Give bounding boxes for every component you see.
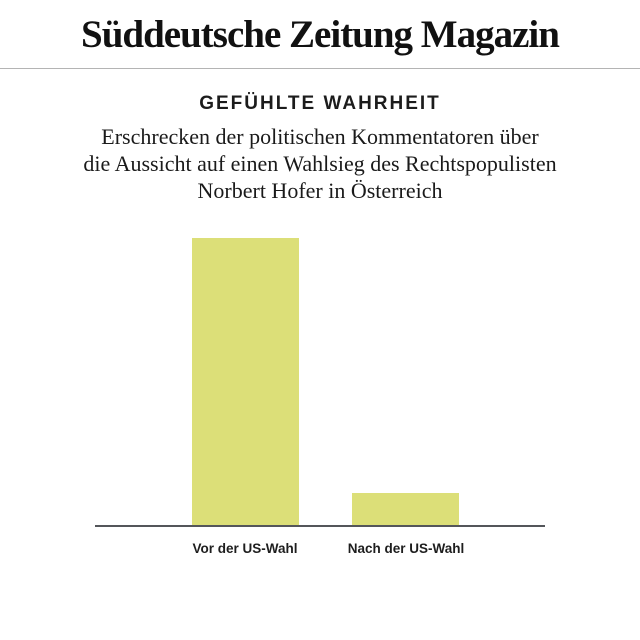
bar-vor-der-us-wahl [192,238,299,525]
chart-subtitle-line-2: die Aussicht auf einen Wahlsieg des Rech… [83,151,557,176]
chart-subtitle-line-1: Erschrecken der politischen Kommentatore… [101,124,539,149]
chart-subtitle-line-3: Norbert Hofer in Österreich [197,178,443,203]
chart-header: GEFÜHLTE WAHRHEIT Erschrecken der politi… [0,93,640,204]
plot-area [95,238,545,527]
chart-title: GEFÜHLTE WAHRHEIT [199,93,441,114]
x-axis-baseline [95,525,545,527]
bar-chart: Vor der US-Wahl Nach der US-Wahl [95,238,545,560]
bar-nach-der-us-wahl [352,493,459,525]
chart-subtitle: Erschrecken der politischen Kommentatore… [0,123,640,204]
masthead-logo: Süddeutsche Zeitung Magazin [81,13,560,56]
x-axis-label-vor-der-us-wahl: Vor der US-Wahl [192,541,298,556]
header-divider [0,68,640,69]
x-axis-label-nach-der-us-wahl: Nach der US-Wahl [347,541,465,556]
x-axis-labels: Vor der US-Wahl Nach der US-Wahl [95,527,545,557]
